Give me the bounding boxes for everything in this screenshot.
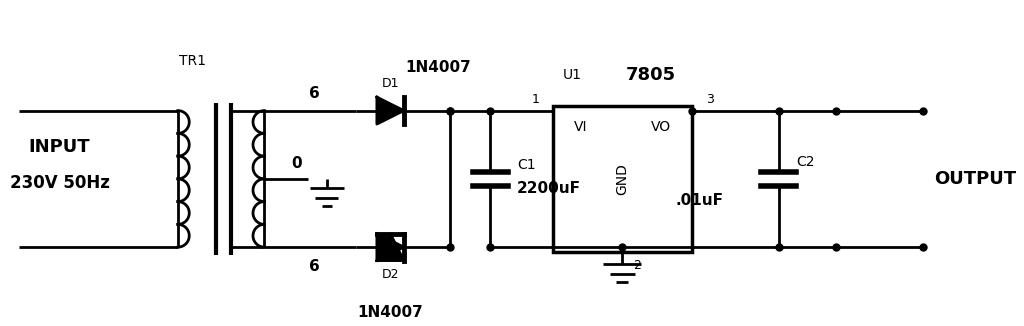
Text: INPUT: INPUT [29, 138, 90, 156]
Text: 1: 1 [531, 93, 540, 106]
Text: 6: 6 [309, 259, 319, 274]
Polygon shape [377, 234, 403, 260]
Text: 1N4007: 1N4007 [406, 60, 471, 75]
Text: VI: VI [574, 120, 588, 134]
Text: VO: VO [651, 120, 671, 134]
Text: 3: 3 [706, 93, 714, 106]
Text: 230V 50Hz: 230V 50Hz [9, 174, 110, 192]
Text: TR1: TR1 [179, 53, 206, 67]
Text: 1N4007: 1N4007 [357, 305, 423, 320]
Text: 2: 2 [634, 259, 641, 272]
Text: C1: C1 [517, 158, 536, 172]
Text: U1: U1 [562, 68, 582, 82]
Text: 7805: 7805 [626, 66, 676, 84]
Text: 0: 0 [291, 156, 301, 171]
Text: D2: D2 [382, 268, 399, 281]
Text: GND: GND [615, 163, 629, 195]
Text: 2200uF: 2200uF [517, 181, 582, 196]
Polygon shape [377, 97, 403, 124]
Text: 6: 6 [309, 86, 319, 101]
Bar [553, 106, 692, 252]
Text: D1: D1 [382, 77, 399, 90]
Text: OUTPUT: OUTPUT [935, 170, 1017, 188]
Polygon shape [377, 234, 403, 260]
Text: C2: C2 [796, 155, 814, 169]
Text: .01uF: .01uF [676, 193, 724, 208]
